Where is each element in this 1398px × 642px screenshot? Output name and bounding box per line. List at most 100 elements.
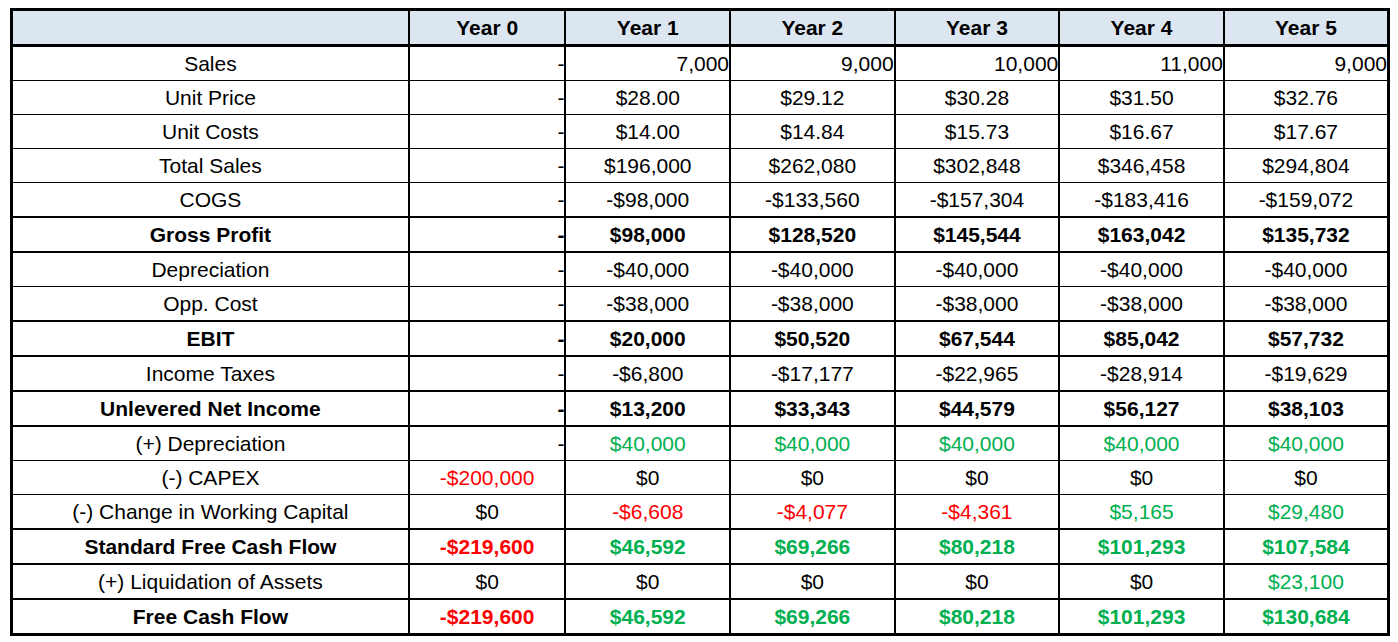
cell-unlevered-net-income-year-1[interactable]: $13,200 (565, 391, 730, 426)
row-label-unit-price[interactable]: Unit Price (12, 81, 409, 115)
cell-standard-free-cash-flow-year-4[interactable]: $101,293 (1059, 529, 1224, 564)
cell-capex-year-3[interactable]: $0 (895, 461, 1060, 495)
cell-cogs-year-3[interactable]: -$157,304 (895, 183, 1060, 218)
cell-cogs-year-1[interactable]: -$98,000 (565, 183, 730, 218)
cell-total-sales-year-3[interactable]: $302,848 (895, 149, 1060, 183)
cell-depreciation-year-5[interactable]: $40,000 (1224, 426, 1389, 461)
cell-gross-profit-year-0[interactable]: - (409, 217, 566, 252)
cell-unlevered-net-income-year-4[interactable]: $56,127 (1059, 391, 1224, 426)
cell-ebit-year-1[interactable]: $20,000 (565, 321, 730, 356)
cell-sales-year-4[interactable]: 11,000 (1059, 46, 1224, 81)
row-label-opp-cost[interactable]: Opp. Cost (12, 287, 409, 322)
row-label-gross-profit[interactable]: Gross Profit (12, 217, 409, 252)
cell-liquidation-of-assets-year-0[interactable]: $0 (409, 564, 566, 599)
cell-ebit-year-0[interactable]: - (409, 321, 566, 356)
cell-depreciation-year-4[interactable]: $40,000 (1059, 426, 1224, 461)
cell-capex-year-2[interactable]: $0 (730, 461, 895, 495)
cell-opp-cost-year-5[interactable]: -$38,000 (1224, 287, 1389, 322)
cell-unlevered-net-income-year-2[interactable]: $33,343 (730, 391, 895, 426)
cell-liquidation-of-assets-year-1[interactable]: $0 (565, 564, 730, 599)
cell-unlevered-net-income-year-5[interactable]: $38,103 (1224, 391, 1389, 426)
cell-change-in-working-capital-year-2[interactable]: -$4,077 (730, 495, 895, 530)
cell-liquidation-of-assets-year-3[interactable]: $0 (895, 564, 1060, 599)
row-label-unlevered-net-income[interactable]: Unlevered Net Income (12, 391, 409, 426)
cell-ebit-year-2[interactable]: $50,520 (730, 321, 895, 356)
col-header-year-5[interactable]: Year 5 (1224, 10, 1389, 46)
cell-sales-year-2[interactable]: 9,000 (730, 46, 895, 81)
cell-change-in-working-capital-year-0[interactable]: $0 (409, 495, 566, 530)
cell-free-cash-flow-year-1[interactable]: $46,592 (565, 599, 730, 635)
cell-unit-price-year-0[interactable]: - (409, 81, 566, 115)
cell-capex-year-4[interactable]: $0 (1059, 461, 1224, 495)
cell-liquidation-of-assets-year-4[interactable]: $0 (1059, 564, 1224, 599)
row-label-ebit[interactable]: EBIT (12, 321, 409, 356)
cell-depreciation-year-2[interactable]: $40,000 (730, 426, 895, 461)
cell-opp-cost-year-3[interactable]: -$38,000 (895, 287, 1060, 322)
cell-total-sales-year-5[interactable]: $294,804 (1224, 149, 1389, 183)
cell-unit-price-year-3[interactable]: $30.28 (895, 81, 1060, 115)
cell-total-sales-year-1[interactable]: $196,000 (565, 149, 730, 183)
cell-opp-cost-year-0[interactable]: - (409, 287, 566, 322)
col-header-year-1[interactable]: Year 1 (565, 10, 730, 46)
cell-change-in-working-capital-year-4[interactable]: $5,165 (1059, 495, 1224, 530)
row-label-change-in-working-capital[interactable]: (-) Change in Working Capital (12, 495, 409, 530)
cell-depreciation-year-3[interactable]: -$40,000 (895, 252, 1060, 287)
cell-cogs-year-4[interactable]: -$183,416 (1059, 183, 1224, 218)
cell-total-sales-year-0[interactable]: - (409, 149, 566, 183)
row-label-depreciation[interactable]: Depreciation (12, 252, 409, 287)
cell-depreciation-year-2[interactable]: -$40,000 (730, 252, 895, 287)
cell-income-taxes-year-0[interactable]: - (409, 356, 566, 391)
cell-income-taxes-year-1[interactable]: -$6,800 (565, 356, 730, 391)
cell-depreciation-year-0[interactable]: - (409, 252, 566, 287)
cell-unit-costs-year-5[interactable]: $17.67 (1224, 115, 1389, 149)
cell-standard-free-cash-flow-year-1[interactable]: $46,592 (565, 529, 730, 564)
cell-income-taxes-year-4[interactable]: -$28,914 (1059, 356, 1224, 391)
row-label-liquidation-of-assets[interactable]: (+) Liquidation of Assets (12, 564, 409, 599)
row-label-standard-free-cash-flow[interactable]: Standard Free Cash Flow (12, 529, 409, 564)
cell-total-sales-year-4[interactable]: $346,458 (1059, 149, 1224, 183)
cell-depreciation-year-4[interactable]: -$40,000 (1059, 252, 1224, 287)
cell-standard-free-cash-flow-year-5[interactable]: $107,584 (1224, 529, 1389, 564)
row-label-capex[interactable]: (-) CAPEX (12, 461, 409, 495)
cell-standard-free-cash-flow-year-0[interactable]: -$219,600 (409, 529, 566, 564)
cell-liquidation-of-assets-year-5[interactable]: $23,100 (1224, 564, 1389, 599)
cell-opp-cost-year-1[interactable]: -$38,000 (565, 287, 730, 322)
cell-free-cash-flow-year-4[interactable]: $101,293 (1059, 599, 1224, 635)
cell-depreciation-year-5[interactable]: -$40,000 (1224, 252, 1389, 287)
cell-ebit-year-4[interactable]: $85,042 (1059, 321, 1224, 356)
row-label-cogs[interactable]: COGS (12, 183, 409, 218)
col-header-row-labels[interactable] (12, 10, 409, 46)
cell-gross-profit-year-2[interactable]: $128,520 (730, 217, 895, 252)
cell-liquidation-of-assets-year-2[interactable]: $0 (730, 564, 895, 599)
cell-depreciation-year-3[interactable]: $40,000 (895, 426, 1060, 461)
cell-unit-price-year-4[interactable]: $31.50 (1059, 81, 1224, 115)
row-label-depreciation[interactable]: (+) Depreciation (12, 426, 409, 461)
cell-gross-profit-year-3[interactable]: $145,544 (895, 217, 1060, 252)
row-label-sales[interactable]: Sales (12, 46, 409, 81)
cell-opp-cost-year-4[interactable]: -$38,000 (1059, 287, 1224, 322)
cell-free-cash-flow-year-3[interactable]: $80,218 (895, 599, 1060, 635)
cell-opp-cost-year-2[interactable]: -$38,000 (730, 287, 895, 322)
cell-unit-price-year-5[interactable]: $32.76 (1224, 81, 1389, 115)
row-label-unit-costs[interactable]: Unit Costs (12, 115, 409, 149)
cell-free-cash-flow-year-5[interactable]: $130,684 (1224, 599, 1389, 635)
cell-income-taxes-year-3[interactable]: -$22,965 (895, 356, 1060, 391)
cell-free-cash-flow-year-2[interactable]: $69,266 (730, 599, 895, 635)
cell-cogs-year-0[interactable]: - (409, 183, 566, 218)
cell-sales-year-3[interactable]: 10,000 (895, 46, 1060, 81)
cell-unit-price-year-1[interactable]: $28.00 (565, 81, 730, 115)
col-header-year-0[interactable]: Year 0 (409, 10, 566, 46)
cell-sales-year-0[interactable]: - (409, 46, 566, 81)
cell-unit-price-year-2[interactable]: $29.12 (730, 81, 895, 115)
cell-unit-costs-year-2[interactable]: $14.84 (730, 115, 895, 149)
cell-depreciation-year-1[interactable]: -$40,000 (565, 252, 730, 287)
cell-sales-year-5[interactable]: 9,000 (1224, 46, 1389, 81)
cell-sales-year-1[interactable]: 7,000 (565, 46, 730, 81)
cell-depreciation-year-1[interactable]: $40,000 (565, 426, 730, 461)
cell-ebit-year-3[interactable]: $67,544 (895, 321, 1060, 356)
cell-free-cash-flow-year-0[interactable]: -$219,600 (409, 599, 566, 635)
cell-unit-costs-year-1[interactable]: $14.00 (565, 115, 730, 149)
cell-standard-free-cash-flow-year-2[interactable]: $69,266 (730, 529, 895, 564)
cell-income-taxes-year-2[interactable]: -$17,177 (730, 356, 895, 391)
cell-unlevered-net-income-year-3[interactable]: $44,579 (895, 391, 1060, 426)
